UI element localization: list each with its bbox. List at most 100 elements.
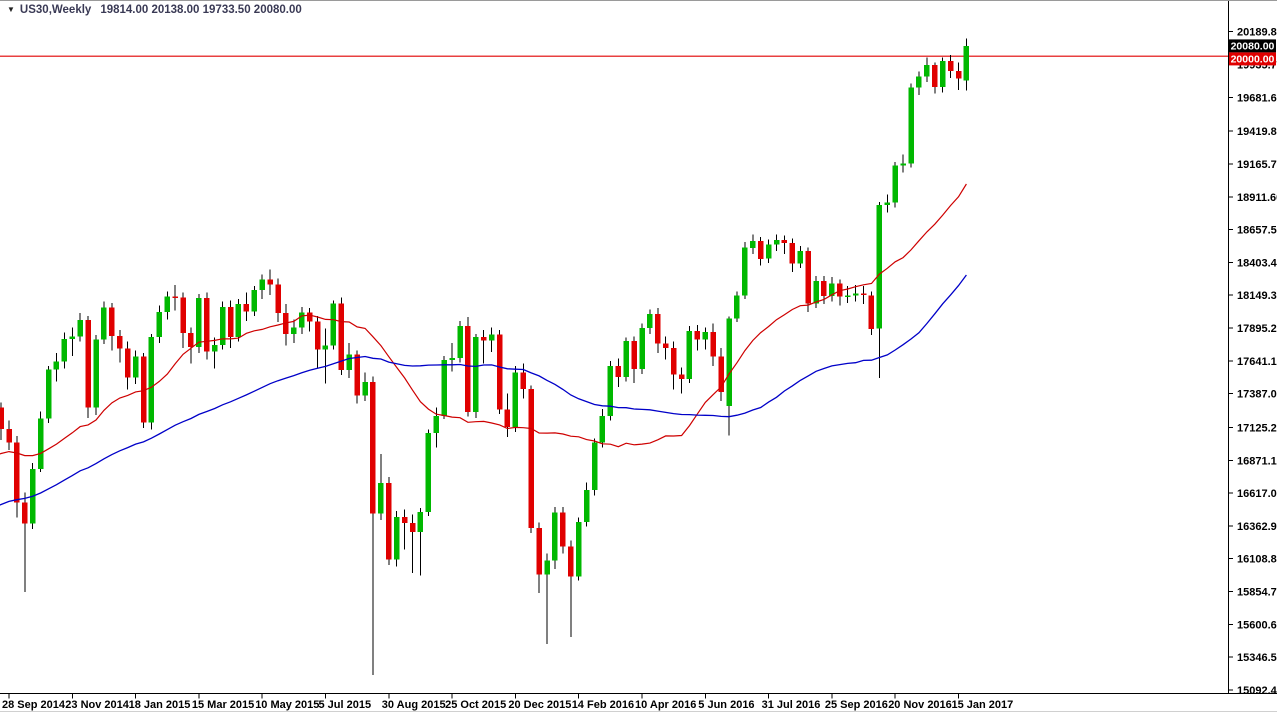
candle-body — [354, 354, 360, 396]
candle-body — [884, 202, 890, 205]
candle-body — [101, 307, 107, 340]
candle-body — [196, 298, 202, 347]
candle-bull — [599, 408, 606, 448]
price-axis-label: 15092.40 — [1237, 685, 1277, 697]
candle-bull — [457, 321, 463, 363]
candle-bear — [172, 284, 178, 311]
candle-bear — [306, 308, 313, 332]
candle-body — [267, 279, 273, 285]
candle-bull — [45, 366, 52, 423]
date-axis-label: 23 Nov 2014 — [65, 699, 129, 711]
candle-bull — [916, 71, 922, 95]
candle-body — [512, 372, 519, 428]
date-axis-label: 5 Jul 2015 — [319, 699, 372, 711]
collapse-triangle-icon[interactable]: ▼ — [7, 5, 15, 14]
candle-body — [441, 360, 447, 416]
candle-bull — [552, 506, 558, 569]
candle-body — [227, 307, 234, 337]
candle-body — [663, 343, 669, 348]
candle-body — [275, 284, 281, 313]
price-axis-label: 18403.40 — [1237, 257, 1277, 269]
candle-bear — [204, 292, 210, 360]
candle-bull — [362, 372, 368, 401]
candle-body — [0, 407, 4, 430]
candle-bull — [765, 239, 772, 263]
candle-body — [314, 321, 321, 350]
candle-body — [520, 372, 527, 389]
candle-bear — [528, 385, 534, 533]
current-price-label: 20080.00 — [1231, 41, 1275, 53]
candle-body — [916, 76, 922, 88]
candle-bear — [14, 435, 20, 518]
candle-bull — [235, 299, 242, 342]
candle-bear — [117, 330, 123, 363]
symbol-timeframe-label: US30,Weekly — [19, 4, 92, 16]
candle-bear — [655, 308, 661, 354]
candle-body — [623, 341, 629, 377]
candle-body — [955, 70, 962, 79]
candle-bull — [963, 38, 970, 91]
candle-bull — [93, 335, 99, 416]
candle-bear — [805, 247, 811, 312]
price-axis-label: 18657.50 — [1237, 225, 1277, 237]
candle-bear — [22, 492, 28, 593]
date-axis-label: 5 Jun 2016 — [698, 699, 754, 711]
candle-bull — [876, 202, 883, 378]
candle-bear — [568, 540, 574, 637]
candle-bear — [243, 292, 250, 321]
candle-bull — [132, 350, 139, 385]
candle-bull — [576, 517, 582, 581]
candle-body — [53, 361, 60, 370]
candle-bull — [156, 305, 163, 343]
price-axis-label: 19681.60 — [1237, 92, 1277, 104]
candle-bull — [148, 333, 155, 430]
candle-bull — [61, 332, 68, 369]
candle-bull — [101, 301, 107, 345]
candle-body — [362, 382, 368, 396]
candle-body — [457, 326, 463, 358]
candle-bear — [955, 62, 962, 90]
candle-bull — [251, 286, 257, 316]
candle-bull — [623, 337, 629, 382]
date-axis-label: 10 May 2015 — [255, 699, 319, 711]
candle-body — [932, 64, 938, 87]
candle-bear — [670, 341, 677, 390]
candle-bull — [473, 333, 479, 418]
candle-bull — [639, 323, 645, 374]
candle-body — [583, 490, 590, 523]
candle-bear — [868, 291, 875, 336]
candle-bull — [69, 327, 75, 356]
candle-body — [670, 347, 677, 375]
candle-bull — [702, 327, 708, 350]
candle-bear — [757, 237, 764, 266]
candle-body — [821, 280, 827, 296]
price-axis-label: 17641.10 — [1237, 356, 1277, 368]
candle-bear — [0, 402, 4, 440]
candle-body — [204, 298, 210, 352]
candle-bull — [378, 454, 384, 520]
date-axis-label: 15 Mar 2015 — [192, 699, 254, 711]
candle-body — [829, 283, 835, 296]
candles-layer — [0, 38, 970, 675]
candle-bull — [299, 306, 305, 334]
candle-body — [330, 303, 337, 346]
candle-body — [615, 365, 621, 377]
date-axis-label: 10 Apr 2016 — [635, 699, 696, 711]
price-axis-label: 15600.60 — [1237, 619, 1277, 631]
candle-bull — [212, 337, 218, 369]
candle-body — [417, 511, 424, 533]
candle-bear — [860, 286, 867, 305]
candle-bull — [686, 326, 693, 383]
candle-body — [306, 312, 313, 322]
candle-body — [647, 314, 653, 328]
candle-body — [37, 418, 44, 469]
candle-bear — [560, 506, 566, 554]
price-axis-label: 17387.00 — [1237, 389, 1277, 401]
candle-bear — [718, 348, 724, 401]
price-axis-label: 19419.80 — [1237, 126, 1277, 138]
candle-bear — [710, 323, 716, 367]
candle-body — [322, 345, 329, 350]
candle-bull — [607, 361, 614, 421]
